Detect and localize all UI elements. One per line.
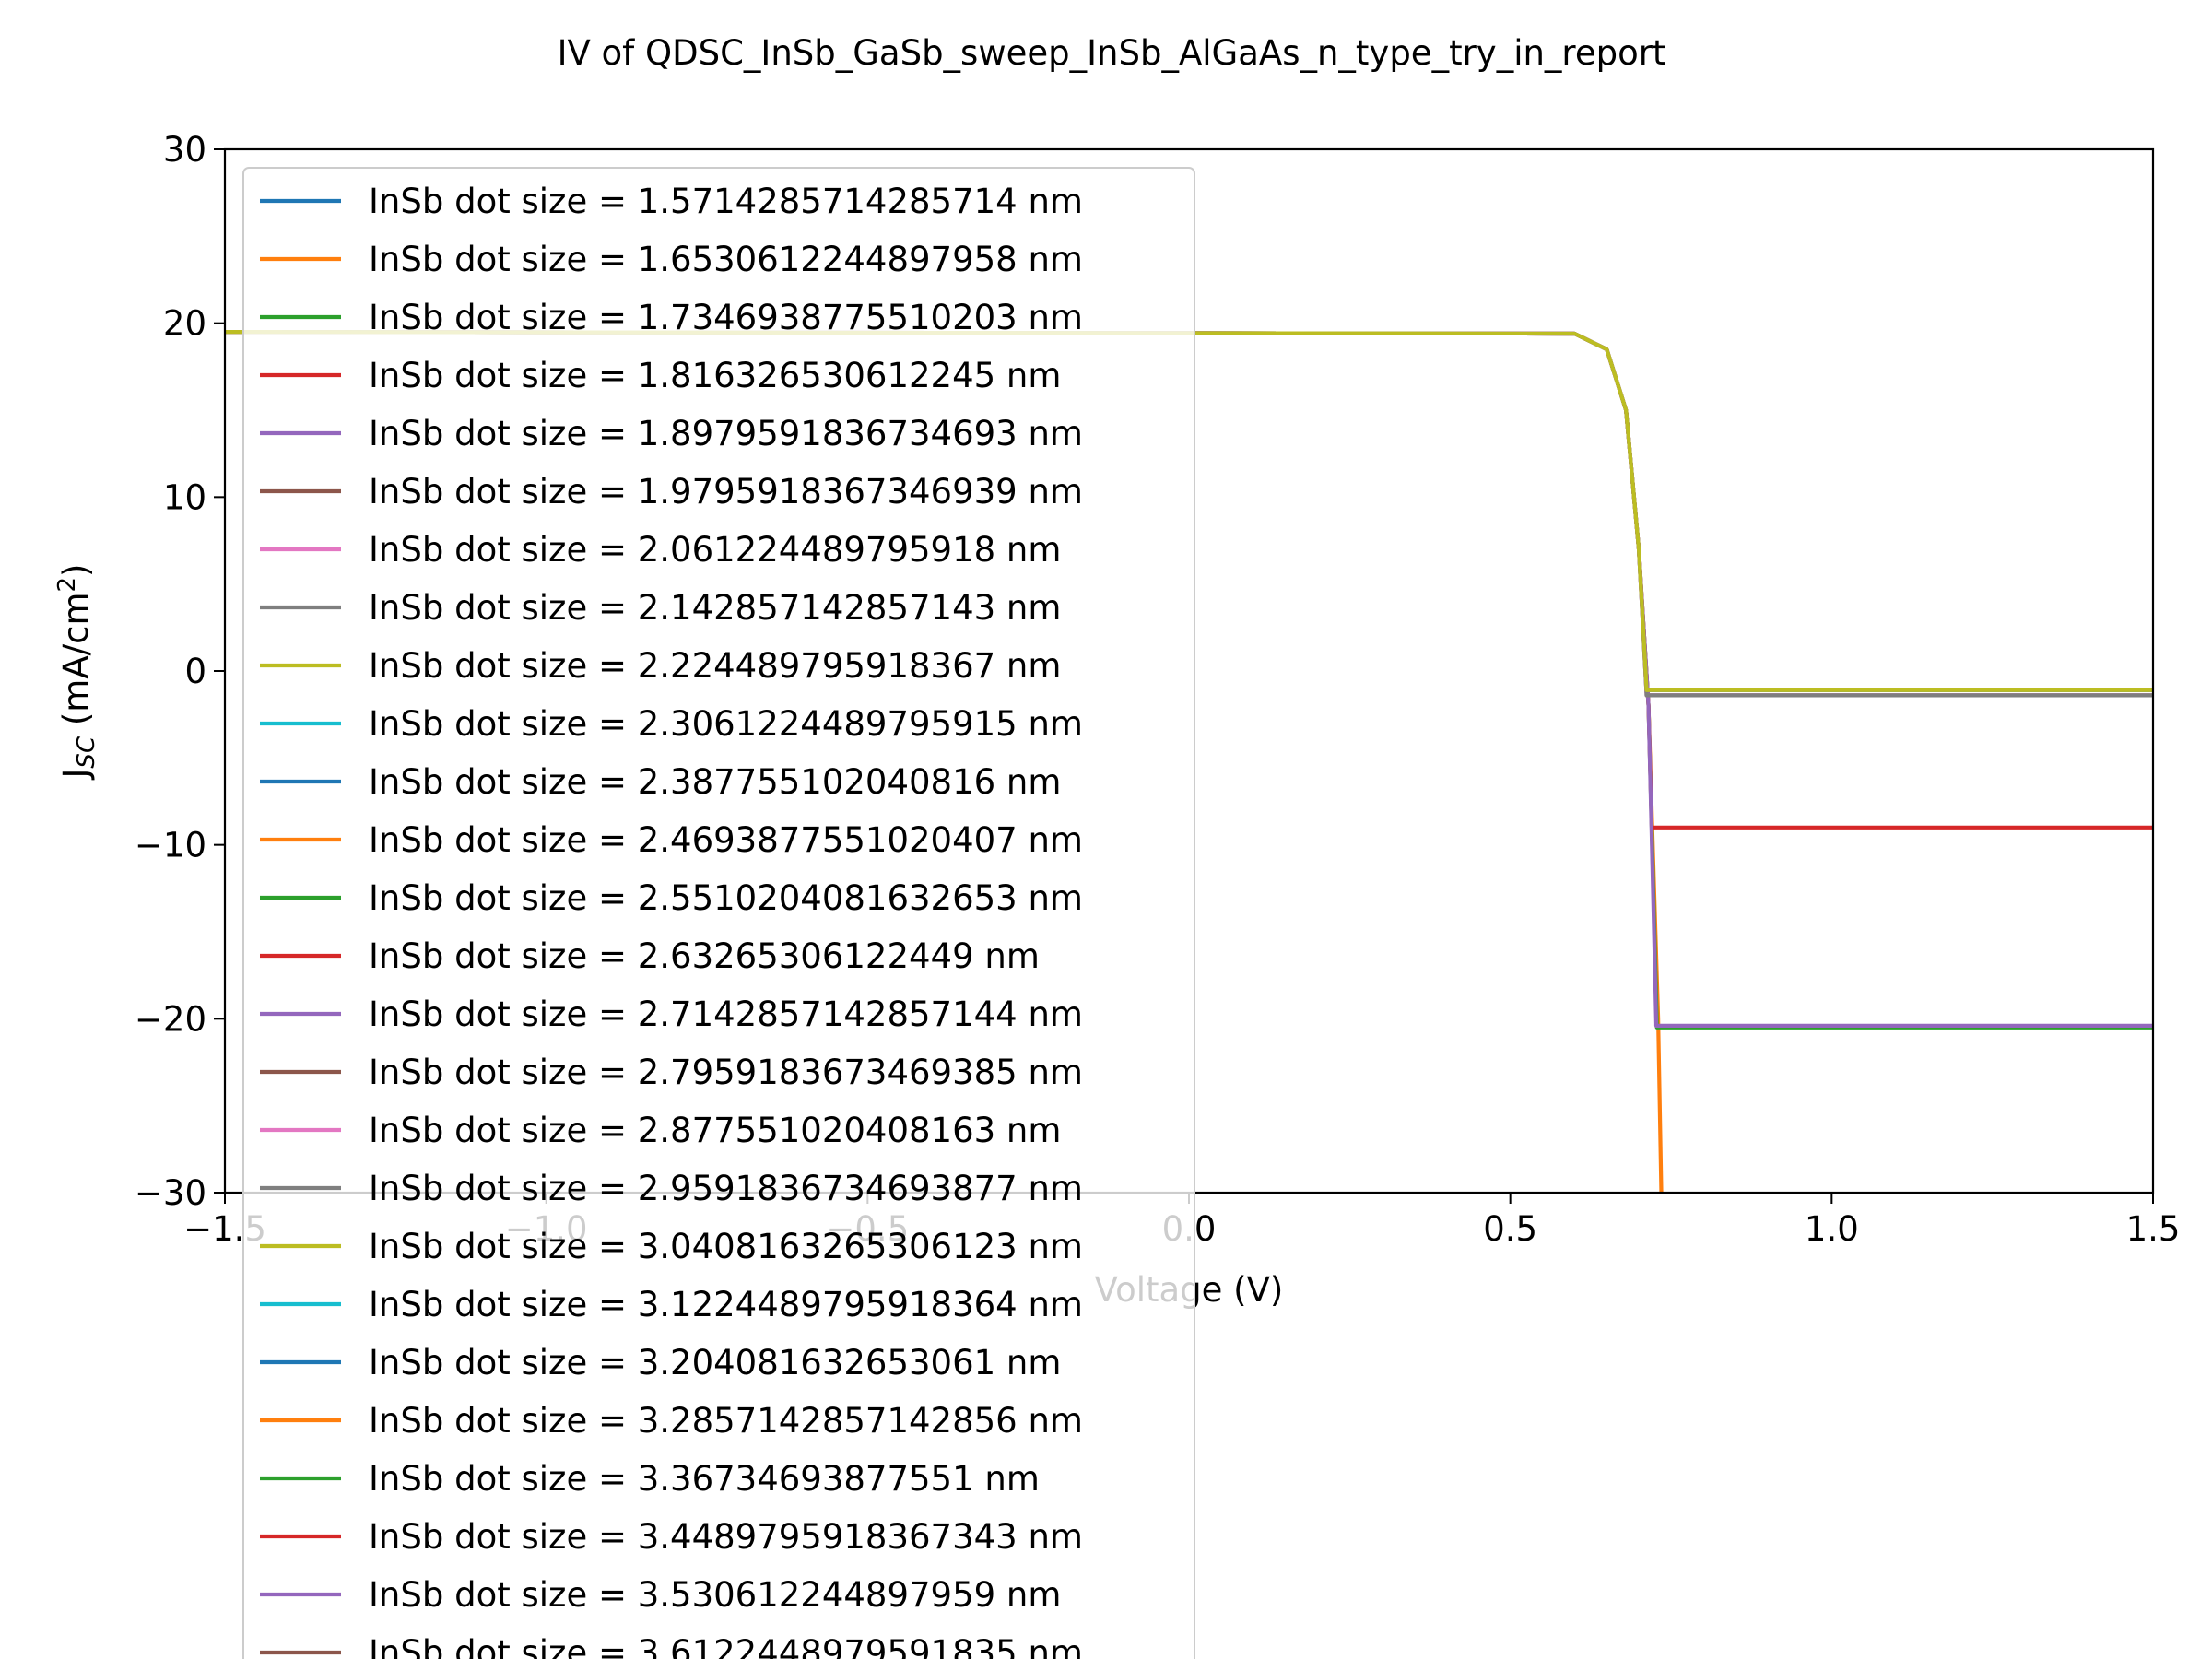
y-label-subscript: SC (73, 735, 100, 769)
x-tick-label: 1.0 (1805, 1209, 1859, 1249)
legend-entry: InSb dot size = 2.7142857142857144 nm (369, 994, 1083, 1034)
legend: InSb dot size = 1.5714285714285714 nm InS… (242, 167, 1195, 1659)
legend-frame (242, 167, 1195, 1659)
y-tick-label: −30 (135, 1173, 206, 1213)
legend-entry: InSb dot size = 2.877551020408163 nm (369, 1111, 1061, 1150)
y-tick-label: 20 (163, 304, 206, 344)
legend-entry: InSb dot size = 3.0408163265306123 nm (369, 1227, 1083, 1266)
legend-entry: InSb dot size = 3.36734693877551 nm (369, 1459, 1040, 1499)
y-label-close: ) (56, 564, 96, 577)
y-axis-label: JSC (mA/cm2) (53, 564, 100, 781)
legend-entry: InSb dot size = 3.1224489795918364 nm (369, 1285, 1083, 1324)
legend-entry: InSb dot size = 2.4693877551020407 nm (369, 820, 1083, 860)
y-tick-label: 10 (163, 477, 206, 517)
legend-entry: InSb dot size = 1.8979591836734693 nm (369, 414, 1083, 453)
x-tick-label: 1.5 (2126, 1209, 2181, 1249)
legend-entry: InSb dot size = 1.7346938775510203 nm (369, 298, 1083, 337)
y-axis-ticks: 30 20 10 0 −10 −20 −30 (135, 130, 225, 1213)
y-label-main: J (56, 769, 96, 781)
legend-entry: InSb dot size = 1.5714285714285714 nm (369, 182, 1083, 221)
legend-entry: InSb dot size = 3.2857142857142856 nm (369, 1401, 1083, 1441)
legend-entry: InSb dot size = 2.5510204081632653 nm (369, 878, 1083, 918)
legend-entry: InSb dot size = 2.061224489795918 nm (369, 530, 1061, 570)
y-label-unit: (mA/cm (56, 592, 96, 735)
series-layer (225, 330, 2153, 1193)
y-tick-label: −10 (135, 826, 206, 865)
chart-title: IV of QDSC_InSb_GaSb_sweep_InSb_AlGaAs_n… (558, 33, 1666, 73)
legend-entry: InSb dot size = 1.9795918367346939 nm (369, 472, 1083, 512)
legend-entry: InSb dot size = 3.4489795918367343 nm (369, 1517, 1083, 1557)
legend-entry: InSb dot size = 2.9591836734693877 nm (369, 1169, 1083, 1208)
legend-entry: InSb dot size = 2.224489795918367 nm (369, 646, 1061, 686)
y-label-superscript: 2 (53, 577, 81, 593)
legend-entry: InSb dot size = 3.6122448979591835 nm (369, 1633, 1083, 1659)
legend-entry: InSb dot size = 3.204081632653061 nm (369, 1343, 1061, 1382)
y-tick-label: −20 (135, 999, 206, 1039)
legend-entry: InSb dot size = 2.3061224489795915 nm (369, 704, 1083, 744)
legend-entry: InSb dot size = 2.63265306122449 nm (369, 936, 1040, 976)
legend-entry: InSb dot size = 3.530612244897959 nm (369, 1575, 1061, 1615)
y-tick-label: 30 (163, 130, 206, 170)
legend-entry: InSb dot size = 1.6530612244897958 nm (369, 240, 1083, 279)
legend-entry: InSb dot size = 2.387755102040816 nm (369, 762, 1061, 802)
legend-entry: InSb dot size = 2.7959183673469385 nm (369, 1053, 1083, 1092)
x-tick-label: 0.5 (1483, 1209, 1537, 1249)
legend-entry: InSb dot size = 1.816326530612245 nm (369, 356, 1061, 395)
y-tick-label: 0 (184, 652, 206, 691)
legend-entry: InSb dot size = 2.142857142857143 nm (369, 588, 1061, 628)
series-line-9 (225, 330, 2153, 692)
